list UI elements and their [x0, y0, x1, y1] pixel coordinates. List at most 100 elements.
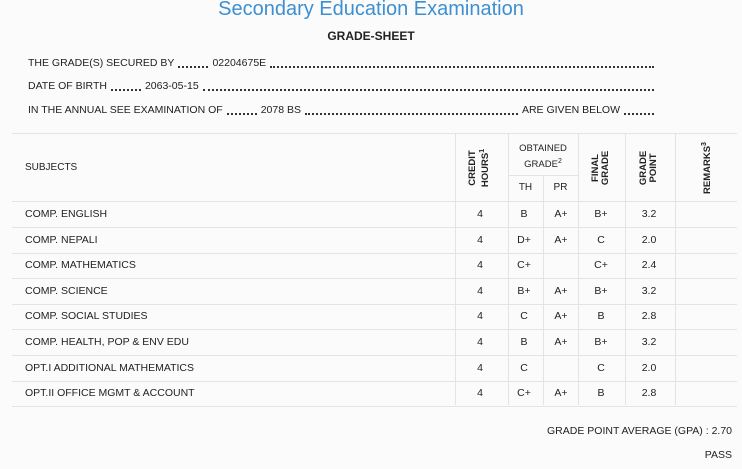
grade-cell: 4 [477, 285, 483, 297]
footnote-mark: 1 [479, 148, 487, 153]
header-text: FINAL GRADE [590, 148, 611, 188]
grade-cell: 4 [477, 387, 483, 399]
row-divider [12, 304, 737, 305]
header-label: GRADE POINT [638, 150, 659, 186]
info-tail: ARE GIVEN BELOW [521, 104, 620, 116]
grade-cell: B [597, 387, 605, 399]
row-divider [12, 253, 737, 254]
header-text: REMARKS3 [700, 142, 713, 194]
grade-cell: 2.4 [641, 259, 657, 271]
header-label: OBTAINED GRADE [519, 143, 567, 171]
column-divider [625, 133, 626, 405]
row-divider [12, 278, 737, 279]
grade-cell: 3.2 [641, 336, 657, 348]
grade-cell: 3.2 [641, 285, 657, 297]
grade-cell: 4 [477, 208, 483, 220]
info-line: IN THE ANNUAL SEE EXAMINATION OF 2078 BS A… [28, 104, 658, 118]
column-divider [508, 133, 509, 405]
header-label: FINAL GRADE [590, 150, 611, 186]
grade-cell: A+ [554, 285, 568, 297]
info-line: DATE OF BIRTH 2063-05-15 [28, 80, 658, 94]
header-text: GRADE POINT [638, 148, 659, 188]
row-divider [12, 355, 737, 356]
info-label: IN THE ANNUAL SEE EXAMINATION OF [28, 104, 223, 116]
grade-cell: B+ [594, 208, 608, 220]
row-divider [12, 381, 737, 382]
footnote-mark: 3 [701, 142, 709, 146]
dot-leader [178, 57, 209, 68]
header-text: CREDIT HOURS1 [467, 146, 492, 190]
info-value: 02204675E [212, 57, 267, 69]
grade-cell: A+ [554, 387, 568, 399]
dot-leader [110, 80, 141, 91]
row-divider [12, 406, 737, 407]
dot-leader [270, 57, 654, 68]
header-remarks: REMARKS3 [695, 138, 719, 198]
grade-cell: C+ [517, 387, 531, 399]
header-credit: CREDIT HOURS1 [467, 146, 492, 190]
dot-leader [624, 104, 654, 115]
grade-cell: B [597, 310, 605, 322]
info-value: 2063-05-15 [144, 80, 199, 92]
column-divider [455, 133, 456, 405]
grade-cell: 4 [477, 336, 483, 348]
grade-cell: D+ [517, 234, 531, 246]
grade-cell: A+ [554, 336, 568, 348]
grade-cell: B+ [594, 336, 608, 348]
subject-name: OPT.I ADDITIONAL MATHEMATICS [25, 362, 194, 374]
subject-name: OPT.II OFFICE MGMT & ACCOUNT [25, 387, 195, 399]
subject-name: COMP. MATHEMATICS [25, 259, 136, 271]
header-obtained: OBTAINED GRADE2 [508, 142, 578, 171]
subject-name: COMP. SCIENCE [25, 285, 108, 297]
title: Secondary Education Examination [218, 0, 524, 20]
gpa-value: 2.70 [711, 425, 732, 437]
grade-cell: C [520, 310, 528, 322]
grade-cell: A+ [554, 310, 568, 322]
header-pr: PR [553, 182, 568, 193]
header-subjects: SUBJECTS [25, 162, 78, 173]
grade-cell: 4 [477, 362, 483, 374]
gpa-line: GRADE POINT AVERAGE (GPA) : 2.70 [547, 425, 732, 437]
grade-cell: 3.2 [641, 208, 657, 220]
gpa-label: GRADE POINT AVERAGE (GPA) : [547, 425, 709, 437]
subject-name: COMP. HEALTH, POP & ENV EDU [25, 336, 189, 348]
info-line: THE GRADE(S) SECURED BY 02204675E [28, 57, 658, 71]
subject-name: COMP. NEPALI [25, 234, 98, 246]
grade-cell: A+ [554, 208, 568, 220]
info-value: 2078 BS [260, 104, 301, 116]
header-label: REMARKS [702, 145, 714, 194]
grade-cell: 2.8 [641, 387, 657, 399]
column-divider [578, 133, 579, 405]
info-label: THE GRADE(S) SECURED BY [28, 57, 175, 69]
column-divider [675, 133, 676, 405]
grade-cell: 4 [477, 259, 483, 271]
header-point: GRADE POINT [637, 148, 661, 188]
grade-cell: 2.0 [641, 234, 657, 246]
grade-cell: C [597, 362, 605, 374]
column-divider [543, 175, 544, 405]
row-divider [12, 201, 737, 202]
row-divider [12, 133, 737, 134]
subject-name: COMP. ENGLISH [25, 208, 108, 220]
grade-cell: C [520, 362, 528, 374]
grade-cell: B+ [517, 285, 531, 297]
row-divider [12, 329, 737, 330]
row-divider [12, 227, 737, 228]
grade-cell: 2.8 [641, 310, 657, 322]
header-th: TH [518, 182, 533, 193]
footnote-mark: 2 [557, 158, 562, 165]
grade-cell: B+ [594, 285, 608, 297]
grade-cell: C [597, 234, 605, 246]
grade-cell: B [520, 336, 528, 348]
dot-leader [226, 104, 257, 115]
grade-cell: C+ [594, 259, 608, 271]
subtitle: GRADE-SHEET [327, 29, 415, 43]
header-label: CREDIT HOURS [467, 150, 492, 188]
grade-cell: B [520, 208, 528, 220]
grade-cell: C+ [517, 259, 531, 271]
header-final: FINAL GRADE [589, 148, 613, 188]
grade-cell: 2.0 [641, 362, 657, 374]
dot-leader [304, 104, 518, 115]
grade-cell: A+ [554, 234, 568, 246]
